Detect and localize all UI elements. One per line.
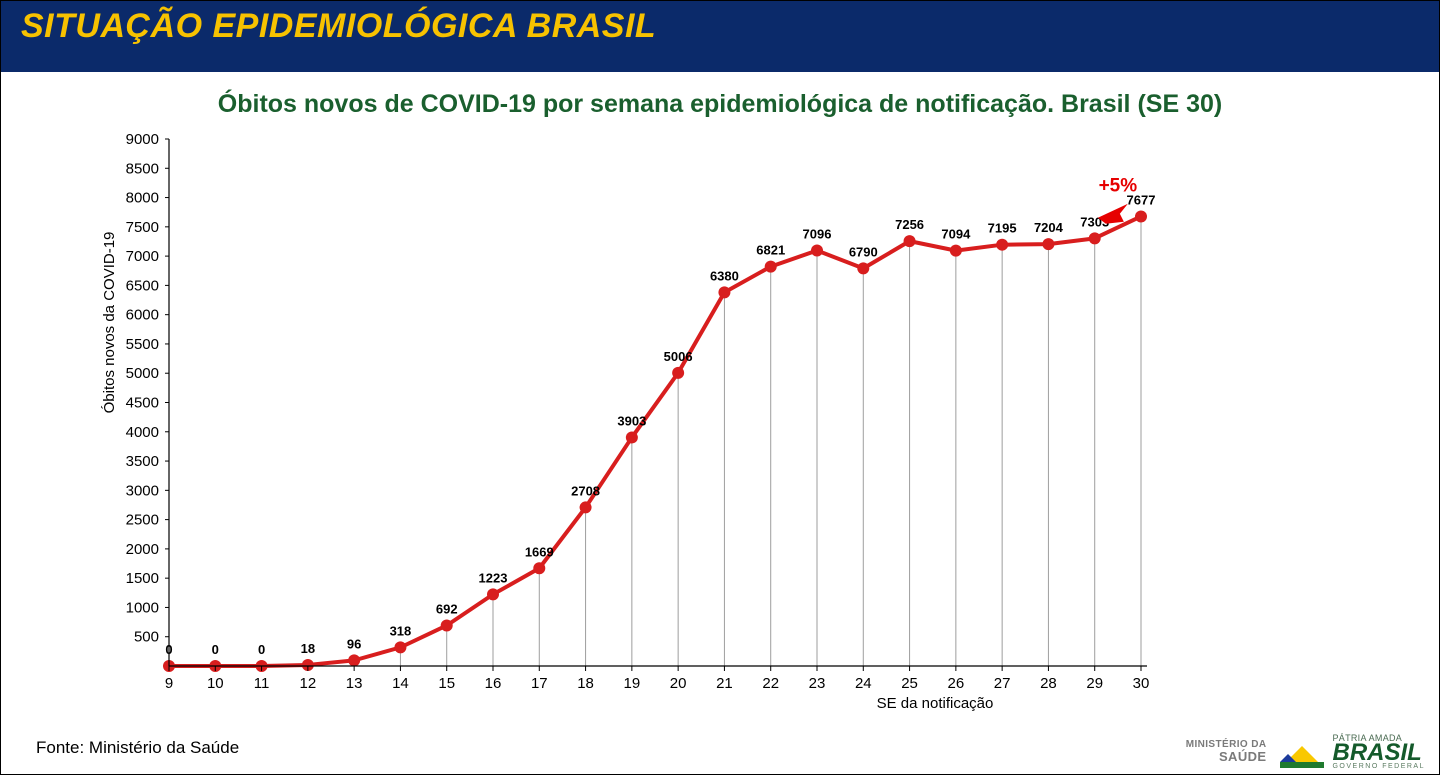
x-tick-label: 18 [577,675,594,692]
y-tick-label: 6000 [126,307,159,324]
data-label: 6790 [849,244,878,259]
x-tick-label: 19 [624,675,641,692]
data-line [169,216,1141,666]
data-marker [1135,210,1147,222]
annotation-label: +5% [1099,176,1138,197]
data-marker [1042,238,1054,250]
data-marker [672,367,684,379]
brasil-text: PÁTRIA AMADA BRASIL GOVERNO FEDERAL [1332,734,1425,770]
data-marker [580,501,592,513]
x-tick-label: 30 [1133,675,1150,692]
x-tick-label: 13 [346,675,363,692]
data-label: 5006 [664,349,693,364]
data-label: 6380 [710,268,739,283]
source-footnote: Fonte: Ministério da Saúde [36,738,239,758]
data-label: 7094 [941,227,971,242]
x-tick-label: 9 [165,675,173,692]
x-tick-label: 20 [670,675,687,692]
data-label: 0 [258,642,265,657]
data-marker [626,431,638,443]
x-axis-label: SE da notificação [877,695,994,712]
data-marker [904,235,916,247]
y-tick-label: 5000 [126,365,159,382]
flag-icon [1278,732,1326,772]
data-label: 7256 [895,217,924,232]
x-tick-label: 22 [762,675,779,692]
y-axis-label: Óbitos novos da COVID-19 [101,232,118,414]
x-tick-label: 10 [207,675,224,692]
data-marker [765,261,777,273]
data-label: 3903 [617,413,646,428]
x-tick-label: 26 [948,675,965,692]
data-marker [394,641,406,653]
x-tick-label: 23 [809,675,826,692]
data-label: 7096 [803,226,832,241]
y-tick-label: 2000 [126,541,159,558]
x-tick-label: 12 [300,675,317,692]
data-label: 1669 [525,544,554,559]
ministry-label: MINISTÉRIO DA SAÚDE [1186,740,1267,764]
ministry-line2: SAÚDE [1186,750,1267,764]
data-marker [1089,232,1101,244]
slide-title: SITUAÇÃO EPIDEMIOLÓGICA BRASIL [1,1,1439,52]
data-label: 1223 [479,570,508,585]
x-tick-label: 14 [392,675,409,692]
y-tick-label: 500 [134,629,159,646]
data-label: 0 [212,642,219,657]
y-tick-label: 1000 [126,599,159,616]
x-tick-label: 25 [901,675,918,692]
data-marker [950,245,962,257]
data-label: 2708 [571,483,600,498]
data-marker [718,286,730,298]
logo-big-text: BRASIL [1332,742,1425,764]
y-tick-label: 3500 [126,453,159,470]
x-tick-label: 24 [855,675,872,692]
x-tick-label: 27 [994,675,1011,692]
y-tick-label: 6500 [126,277,159,294]
y-tick-label: 4500 [126,395,159,412]
data-label: 96 [347,636,361,651]
data-marker [487,588,499,600]
x-tick-label: 15 [438,675,455,692]
data-label: 6821 [756,243,785,258]
x-tick-label: 28 [1040,675,1057,692]
x-tick-label: 21 [716,675,733,692]
data-marker [348,654,360,666]
y-tick-label: 8000 [126,190,159,207]
data-marker [441,619,453,631]
y-tick-label: 4000 [126,424,159,441]
data-label: 7195 [988,221,1017,236]
data-label: 7204 [1034,220,1064,235]
y-tick-label: 9000 [126,131,159,148]
y-tick-label: 2500 [126,512,159,529]
data-label: 318 [390,623,412,638]
chart-subtitle: Óbitos novos de COVID-19 por semana epid… [1,90,1439,119]
data-label: 692 [436,601,458,616]
x-tick-label: 11 [254,675,270,692]
data-marker [811,244,823,256]
data-label: 18 [301,641,315,656]
logo-gov-text: GOVERNO FEDERAL [1332,764,1425,770]
deaths-line-chart: 5001000150020002500300035004000450050005… [91,131,1171,721]
y-tick-label: 3000 [126,482,159,499]
x-tick-label: 29 [1086,675,1103,692]
x-tick-label: 16 [485,675,502,692]
x-tick-label: 17 [531,675,548,692]
data-marker [996,239,1008,251]
y-tick-label: 5500 [126,336,159,353]
data-marker [857,262,869,274]
y-tick-label: 1500 [126,570,159,587]
title-separator [1,52,1439,72]
footer-logos: MINISTÉRIO DA SAÚDE PÁTRIA AMADA BRASIL … [1186,732,1425,772]
data-marker [533,562,545,574]
slide-root: SITUAÇÃO EPIDEMIOLÓGICA BRASIL Óbitos no… [0,0,1440,775]
y-tick-label: 8500 [126,160,159,177]
brasil-gov-logo: PÁTRIA AMADA BRASIL GOVERNO FEDERAL [1278,732,1425,772]
y-tick-label: 7500 [126,219,159,236]
y-tick-label: 7000 [126,248,159,265]
